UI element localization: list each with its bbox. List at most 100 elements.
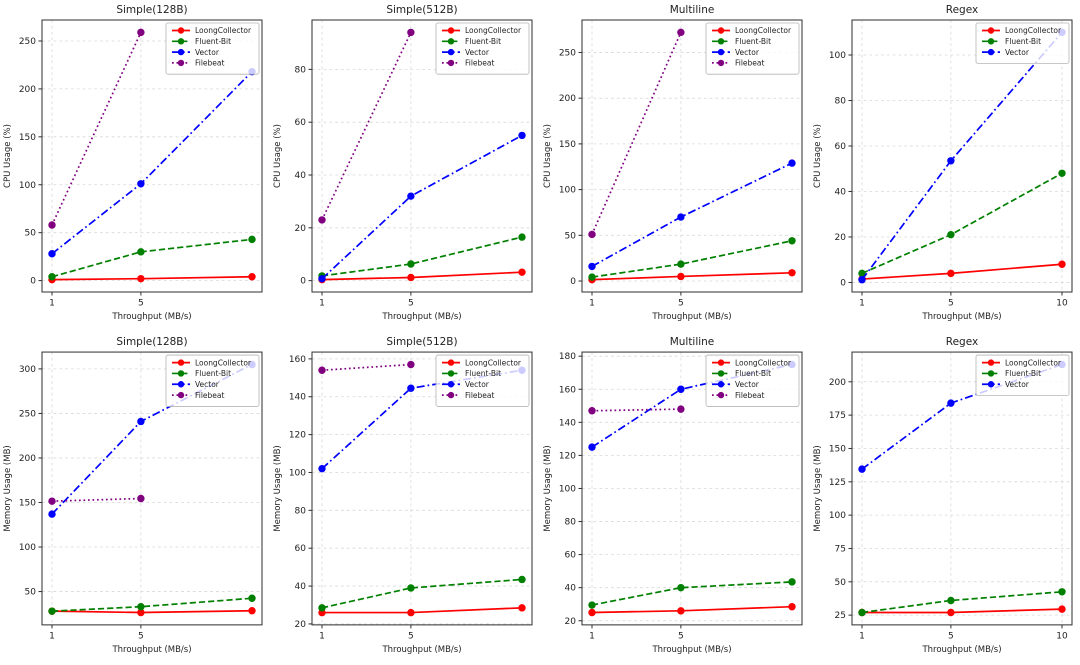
data-point-vector bbox=[518, 131, 526, 140]
data-point-loongcollector bbox=[1058, 260, 1066, 268]
legend bbox=[165, 354, 260, 407]
x-axis-label: Throughput (MB/s) bbox=[381, 312, 461, 322]
legend-marker-fluent-bit bbox=[987, 370, 995, 377]
legend-label-loongcollector: LoongCollector bbox=[465, 26, 522, 35]
legend-label-fluent-bit: Fluent-Bit bbox=[735, 37, 771, 46]
y-tick-label: 100 bbox=[559, 186, 576, 196]
x-tick-label: 1 bbox=[589, 299, 595, 309]
data-point-fluent-bit bbox=[318, 604, 326, 612]
y-tick-label: 100 bbox=[829, 511, 846, 521]
series-line-filebeat bbox=[51, 32, 142, 226]
chart-regex-cpu: 1 5 10 0 20 40 60 80 100 Regex Throughput (MB/s) CP… bbox=[810, 0, 1080, 332]
data-point-loongcollector bbox=[788, 602, 796, 611]
legend-marker-vector bbox=[987, 381, 995, 388]
x-tick-label: 5 bbox=[948, 631, 954, 641]
data-point-loongcollector bbox=[248, 607, 256, 615]
chart-title: Simple(512B) bbox=[386, 336, 457, 348]
x-tick-label: 1 bbox=[49, 299, 55, 309]
legend-marker-fluent-bit bbox=[177, 370, 185, 377]
series-line-filebeat bbox=[321, 32, 412, 221]
y-tick-label: 50 bbox=[565, 231, 577, 241]
y-tick-label: 300 bbox=[19, 365, 36, 375]
legend bbox=[975, 22, 1070, 64]
legend-marker-loongcollector bbox=[717, 27, 725, 34]
legend-marker-vector bbox=[717, 381, 725, 388]
legend-label-filebeat: Filebeat bbox=[465, 391, 494, 400]
legend-marker-filebeat bbox=[447, 391, 455, 399]
series-line-loongcollector bbox=[51, 275, 253, 281]
plot-border bbox=[851, 351, 1073, 626]
x-tick-label: 1 bbox=[319, 299, 325, 309]
chart-simple-512b-cpu: 1 5 0 20 40 60 80 Simple(512B) Throughput (MB/s)… bbox=[270, 0, 540, 332]
y-tick-label: 20 bbox=[565, 617, 577, 627]
y-tick-label: 250 bbox=[19, 409, 36, 419]
data-point-loongcollector bbox=[518, 268, 526, 276]
legend-box bbox=[975, 22, 1070, 64]
y-tick-label: 160 bbox=[289, 355, 306, 365]
data-point-loongcollector bbox=[1058, 605, 1066, 613]
legend-label-loongcollector: LoongCollector bbox=[465, 358, 522, 367]
x-tick-label: 10 bbox=[1056, 299, 1068, 309]
data-point-loongcollector bbox=[947, 608, 955, 617]
chart-canvas-multiline-memory: 1 5 20 40 60 80 100 120 140 160 180 Multiline Throug… bbox=[543, 336, 803, 655]
y-axis-label: CPU Usage (%) bbox=[543, 124, 553, 188]
x-axis-label: Throughput (MB/s) bbox=[651, 312, 731, 322]
data-point-filebeat bbox=[588, 230, 596, 239]
data-point-filebeat bbox=[407, 360, 415, 369]
legend-marker-filebeat bbox=[717, 391, 725, 399]
legend-label-vector: Vector bbox=[735, 48, 760, 57]
y-tick-label: 40 bbox=[835, 187, 847, 197]
data-point-loongcollector bbox=[407, 273, 415, 282]
legend-label-vector: Vector bbox=[465, 48, 490, 57]
x-tick-label: 5 bbox=[138, 631, 144, 641]
chart-title: Regex bbox=[946, 336, 978, 348]
data-point-fluent-bit bbox=[407, 584, 415, 592]
data-point-fluent-bit bbox=[518, 233, 526, 241]
legend bbox=[975, 354, 1070, 396]
series-line-filebeat bbox=[321, 363, 411, 372]
y-tick-label: 200 bbox=[559, 94, 576, 104]
plot-border bbox=[41, 19, 263, 293]
y-tick-label: 140 bbox=[289, 393, 306, 403]
legend-marker-loongcollector bbox=[717, 359, 725, 366]
x-tick-label: 1 bbox=[589, 631, 595, 641]
legend-label-loongcollector: LoongCollector bbox=[1005, 26, 1062, 35]
legend-label-loongcollector: LoongCollector bbox=[735, 358, 792, 367]
legend-label-loongcollector: LoongCollector bbox=[735, 26, 792, 35]
data-point-loongcollector bbox=[947, 269, 955, 278]
x-axis-label: Throughput (MB/s) bbox=[111, 645, 191, 655]
legend-marker-vector bbox=[177, 381, 185, 388]
chart-simple-128b-cpu: 1 5 0 50 100 150 200 250 Simple(128B) Throughput … bbox=[0, 0, 270, 332]
data-point-fluent-bit bbox=[1058, 169, 1066, 177]
y-tick-label: 200 bbox=[19, 454, 36, 464]
y-tick-label: 80 bbox=[835, 97, 847, 107]
x-axis-label: Throughput (MB/s) bbox=[651, 645, 731, 655]
data-point-fluent-bit bbox=[788, 578, 796, 586]
y-tick-label: 60 bbox=[565, 551, 577, 561]
data-point-vector bbox=[137, 417, 145, 426]
plot-border bbox=[851, 19, 1073, 293]
data-point-fluent-bit bbox=[518, 575, 526, 584]
legend-label-fluent-bit: Fluent-Bit bbox=[465, 37, 501, 46]
data-point-vector bbox=[318, 464, 326, 473]
y-tick-label: 60 bbox=[295, 118, 307, 128]
legend-marker-loongcollector bbox=[987, 359, 995, 366]
x-tick-label: 5 bbox=[408, 299, 414, 309]
legend-marker-vector bbox=[717, 48, 725, 56]
data-point-vector bbox=[137, 180, 145, 188]
legend-label-loongcollector: LoongCollector bbox=[1005, 358, 1062, 367]
data-point-loongcollector bbox=[137, 608, 145, 617]
chart-title: Simple(512B) bbox=[386, 4, 457, 16]
data-point-fluent-bit bbox=[1058, 588, 1066, 596]
y-tick-label: 100 bbox=[289, 468, 306, 478]
data-point-filebeat bbox=[588, 407, 596, 415]
y-tick-label: 100 bbox=[559, 484, 576, 494]
chart-canvas-regex-memory: 1 5 10 25 50 75 100 125 150 175 200 Regex Throughput… bbox=[813, 336, 1073, 655]
series-line-fluent-bit bbox=[591, 239, 793, 278]
y-tick-label: 80 bbox=[295, 65, 307, 75]
chart-simple-512b-memory: 1 5 20 40 60 80 100 120 140 160 Simple(512B) Throug… bbox=[270, 332, 540, 665]
data-point-vector bbox=[677, 213, 685, 221]
x-tick-label: 5 bbox=[678, 631, 684, 641]
series-line-loongcollector bbox=[51, 609, 253, 614]
